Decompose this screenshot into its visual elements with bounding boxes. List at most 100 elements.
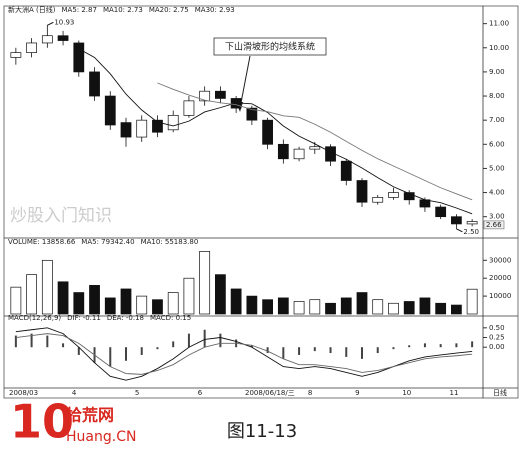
legend-text: 新大洲A (日线) — [8, 5, 56, 14]
candle-body — [199, 90, 211, 102]
y-tick-label: 6.00 — [489, 140, 505, 148]
legend-text: MA5: 79342.40 — [81, 238, 134, 246]
candle-body — [293, 148, 305, 160]
volume-bar — [466, 288, 478, 315]
candle-body — [403, 192, 415, 201]
candle-body — [104, 95, 116, 126]
candle-body — [41, 35, 53, 44]
extreme-pointer — [47, 21, 54, 26]
logo-name: 拾荒网 — [66, 406, 114, 425]
y-tick-label: 0.00 — [489, 343, 505, 351]
extreme-pointer — [456, 228, 463, 233]
volume-bar — [340, 297, 352, 315]
legend-text: VOLUME: 13858.66 — [8, 238, 76, 246]
y-tick-label: 20000 — [489, 274, 511, 282]
logo-number: 10 — [10, 395, 74, 449]
x-tick-label: 11 — [450, 389, 459, 397]
volume-bar — [57, 281, 69, 315]
annotation-box — [213, 37, 327, 56]
y-tick-label: 7.00 — [489, 116, 505, 124]
volume-bar — [104, 297, 116, 315]
x-tick-label: 2008/03 — [9, 389, 38, 397]
candle-body — [435, 206, 447, 218]
legend-text: MA30: 2.93 — [195, 6, 235, 14]
volume-bar — [136, 295, 148, 315]
price-box — [483, 220, 505, 230]
candle-body — [26, 42, 37, 53]
volume-bar — [152, 299, 163, 315]
y-tick-label: 11.00 — [489, 20, 509, 28]
x-tick-label: 6 — [198, 389, 203, 397]
candle-body — [451, 216, 462, 225]
legend-text: MA10: 55183.80 — [141, 238, 199, 246]
volume-bar — [120, 288, 132, 315]
x-tick-label: 5 — [135, 389, 139, 397]
y-tick-label: 10.00 — [489, 44, 509, 52]
volume-bar — [73, 292, 85, 315]
volume-bar — [356, 292, 368, 315]
y-tick-label: 5.00 — [489, 164, 505, 172]
y-tick-label: 0.50 — [489, 324, 505, 332]
logo-site: Huang.CN — [66, 429, 136, 445]
volume-bar — [167, 292, 179, 315]
candle-body — [183, 100, 195, 116]
x-tick-label: 4 — [72, 389, 77, 397]
volume-bar — [246, 295, 258, 315]
y-tick-label: 30000 — [489, 256, 511, 264]
y-tick-label: 10000 — [489, 292, 511, 300]
frame — [3, 5, 519, 399]
x-tick-label: 2008/06/18/三 — [245, 389, 295, 397]
volume-bar — [451, 304, 462, 315]
candle-body — [356, 180, 368, 203]
candle-body — [309, 146, 321, 150]
current-price: 2.66 — [486, 221, 502, 229]
candle-body — [215, 90, 226, 99]
x-tick-label: 9 — [355, 389, 359, 397]
line-series — [15, 333, 473, 375]
x-tick-label: 10 — [402, 389, 411, 397]
volume-bar — [89, 285, 100, 315]
volume-bar — [41, 259, 53, 315]
volume-bar — [419, 297, 431, 315]
volume-bar — [372, 299, 384, 315]
legend-text: DIF: -0.11 — [67, 314, 101, 322]
watermark: 炒股入门知识 — [10, 206, 112, 226]
candle-body — [388, 192, 399, 198]
arrow — [239, 55, 251, 109]
extreme-label: 2.50 — [463, 228, 479, 236]
volume-bar — [10, 286, 22, 315]
legend-text: DEA: -0.18 — [107, 314, 144, 322]
volume-bar — [199, 251, 211, 315]
candle-body — [466, 221, 478, 225]
volume-bar — [26, 274, 37, 315]
y-tick-label: 8.00 — [489, 92, 505, 100]
y-tick-label: 0.25 — [489, 334, 505, 342]
candle-body — [246, 107, 258, 121]
legend-text: MACD(12,26,9) — [8, 314, 61, 322]
legend-text: MACD: 0.15 — [150, 314, 191, 322]
axis-label: 日线 — [493, 388, 507, 397]
extreme-label: 10.93 — [54, 18, 74, 26]
candle-body — [340, 160, 352, 181]
candle-body — [73, 42, 85, 73]
x-tick-label: 8 — [308, 389, 312, 397]
caption: 图11-13 — [227, 421, 297, 442]
volume-bar — [262, 299, 273, 315]
volume-bar — [277, 297, 289, 315]
candle-body — [167, 114, 179, 131]
candle-body — [10, 52, 22, 58]
legend-text: MA20: 2.75 — [149, 6, 189, 14]
volume-bar — [435, 302, 447, 315]
legend-text: MA10: 2.73 — [103, 6, 143, 14]
candle-body — [277, 143, 289, 160]
candle-body — [372, 197, 384, 203]
candle-body — [89, 71, 100, 97]
volume-bar — [183, 277, 195, 315]
legend-text: MA5: 2.87 — [61, 6, 96, 14]
y-tick-label: 9.00 — [489, 68, 505, 76]
line-series — [78, 48, 473, 215]
annotation: 下山滑坡形的均线系统 — [225, 41, 315, 53]
volume-bar — [293, 301, 305, 315]
y-tick-label: 3.00 — [489, 213, 505, 221]
